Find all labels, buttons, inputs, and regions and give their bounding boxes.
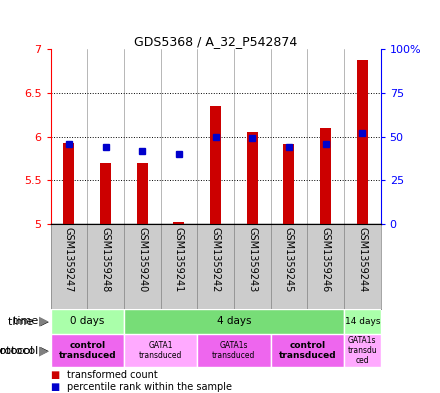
Text: control
transduced: control transduced	[59, 341, 116, 360]
Text: GATA1s
transduced: GATA1s transduced	[212, 341, 256, 360]
Text: GSM1359248: GSM1359248	[101, 226, 110, 292]
Bar	[137, 163, 148, 224]
Bar	[51, 334, 124, 367]
Text: GSM1359243: GSM1359243	[247, 226, 257, 292]
Bar	[271, 334, 344, 367]
Text: GSM1359245: GSM1359245	[284, 226, 294, 292]
Text: ■: ■	[51, 370, 60, 380]
Bar	[197, 334, 271, 367]
Text: 14 days: 14 days	[345, 317, 380, 326]
Bar	[344, 334, 381, 367]
Text: GSM1359242: GSM1359242	[211, 226, 220, 292]
Text: transformed count: transformed count	[67, 370, 158, 380]
Bar	[247, 132, 258, 224]
Bar	[173, 222, 184, 224]
Text: GSM1359241: GSM1359241	[174, 226, 184, 292]
Bar	[100, 163, 111, 224]
Bar	[63, 143, 74, 224]
Text: ▶: ▶	[0, 344, 48, 357]
Text: ■: ■	[51, 382, 60, 392]
Title: GDS5368 / A_32_P542874: GDS5368 / A_32_P542874	[134, 35, 297, 48]
Text: GATA1s
transdu
ced: GATA1s transdu ced	[348, 336, 377, 365]
Text: percentile rank within the sample: percentile rank within the sample	[67, 382, 232, 392]
Bar	[124, 309, 344, 334]
Text: GSM1359240: GSM1359240	[137, 226, 147, 292]
Text: time: time	[13, 316, 48, 326]
Bar	[51, 309, 124, 334]
Text: GATA1
transduced: GATA1 transduced	[139, 341, 182, 360]
Text: time  ▶: time ▶	[7, 316, 48, 326]
Text: GSM1359246: GSM1359246	[321, 226, 330, 292]
Bar	[357, 60, 368, 224]
Text: 0 days: 0 days	[70, 316, 104, 326]
Text: protocol  ▶: protocol ▶	[0, 346, 48, 356]
Bar	[344, 309, 381, 334]
Text: protocol: protocol	[0, 346, 48, 356]
Bar	[210, 106, 221, 224]
Text: 4 days: 4 days	[216, 316, 251, 326]
Bar	[124, 334, 197, 367]
Text: ▶: ▶	[7, 315, 48, 328]
Text: control
transduced: control transduced	[279, 341, 336, 360]
Text: GSM1359247: GSM1359247	[64, 226, 74, 292]
Bar	[320, 128, 331, 224]
Bar	[283, 143, 294, 224]
Text: GSM1359244: GSM1359244	[357, 226, 367, 292]
